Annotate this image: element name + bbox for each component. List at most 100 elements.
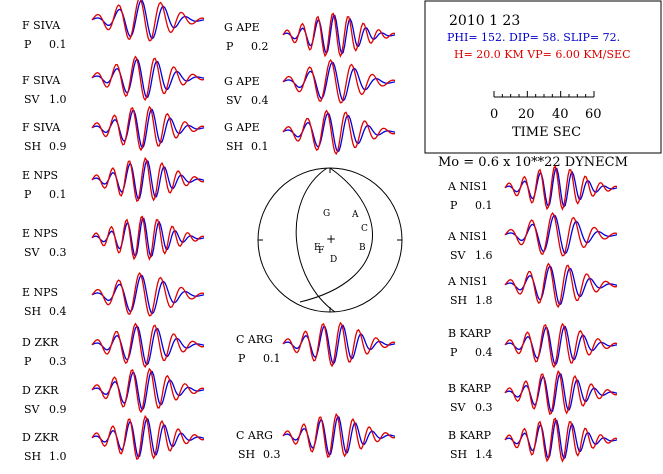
amplitude-label: 0.4 xyxy=(251,94,269,107)
station-panel-d-zkr-sh: D ZKR SH 1.0 xyxy=(22,414,205,463)
station-name: G APE xyxy=(224,21,260,34)
synthetic-waveform xyxy=(282,109,396,156)
observed-waveform xyxy=(504,167,618,209)
scale-tick-0: 0 xyxy=(490,107,498,122)
station-name: C ARG xyxy=(236,429,273,442)
nodal-plane-2 xyxy=(299,167,373,303)
scale-tick-60: 60 xyxy=(585,107,602,122)
observed-waveform xyxy=(504,372,618,414)
station-name: E NPS xyxy=(22,286,58,299)
amplitude-label: 0.1 xyxy=(49,188,67,201)
amplitude-label: 0.3 xyxy=(49,246,67,259)
amplitude-label: 1.8 xyxy=(475,294,493,307)
station-name: A NIS1 xyxy=(447,275,488,288)
station-panel-c-arg-p: C ARG P 0.1 xyxy=(236,321,396,368)
bb-station-g: G xyxy=(323,209,330,219)
component-label: SV xyxy=(450,249,467,262)
component-label: SV xyxy=(24,403,41,416)
station-name: D ZKR xyxy=(22,431,59,444)
observed-waveform xyxy=(504,419,618,461)
station-panel-e-nps-sh: E NPS SH 0.4 xyxy=(22,272,205,318)
component-label: SH xyxy=(226,140,243,153)
synthetic-waveform xyxy=(91,367,205,414)
station-name: A NIS1 xyxy=(447,230,488,243)
header-box xyxy=(424,0,662,154)
synthetic-waveform xyxy=(282,412,396,459)
station-panel-c-arg-sh: C ARG SH 0.3 xyxy=(236,412,396,461)
synthetic-waveform xyxy=(282,12,396,58)
station-name: E NPS xyxy=(22,227,58,240)
synthetic-waveform xyxy=(91,105,205,152)
component-label: SH xyxy=(24,450,41,463)
component-label: P xyxy=(24,355,32,368)
synthetic-waveform xyxy=(91,272,205,317)
station-panel-b-karp-sh: B KARP SH 1.4 xyxy=(448,417,618,463)
station-name: G APE xyxy=(224,121,260,134)
observed-waveform xyxy=(91,217,205,259)
station-panel-a-nis1-sh: A NIS1 SH 1.8 xyxy=(447,262,618,309)
amplitude-label: 1.0 xyxy=(49,450,67,463)
component-label: SV xyxy=(24,93,41,106)
station-panel-d-zkr-sv: D ZKR SV 0.9 xyxy=(22,367,205,416)
amplitude-label: 1.0 xyxy=(49,93,67,106)
station-name: E NPS xyxy=(22,169,58,182)
component-label: SH xyxy=(450,294,467,307)
scale-tick-40: 40 xyxy=(552,107,569,122)
station-name: B KARP xyxy=(448,327,492,340)
synthetic-waveform xyxy=(91,414,205,461)
synthetic-waveform xyxy=(282,59,396,104)
component-label: SH xyxy=(450,448,467,461)
station-name: C ARG xyxy=(236,333,273,346)
amplitude-label: 0.1 xyxy=(263,352,281,365)
station-name: F SIVA xyxy=(22,74,61,87)
station-panel-g-ape-sv: G APE SV 0.4 xyxy=(224,59,396,107)
synthetic-waveform xyxy=(91,215,205,261)
amplitude-label: 1.6 xyxy=(475,249,493,262)
station-name: F SIVA xyxy=(22,121,61,134)
time-scale-bar: 0 20 40 60 TIME SEC xyxy=(490,91,602,140)
observed-waveform xyxy=(504,325,618,367)
component-label: P xyxy=(24,38,32,51)
amplitude-label: 0.1 xyxy=(475,199,493,212)
depth-velocity: H= 20.0 KM VP= 6.00 KM/SEC xyxy=(454,48,631,61)
bb-station-f: F xyxy=(318,246,324,256)
component-label: SH xyxy=(24,305,41,318)
amplitude-label: 0.3 xyxy=(49,355,67,368)
bb-station-a: A xyxy=(351,210,359,220)
station-panel-g-ape-p: G APE P 0.2 xyxy=(224,12,396,58)
synthetic-waveform xyxy=(504,262,618,309)
component-label: SV xyxy=(226,94,243,107)
bb-station-c: C xyxy=(361,224,368,234)
amplitude-label: 0.3 xyxy=(475,401,493,414)
synthetic-waveform xyxy=(504,212,618,257)
amplitude-label: 0.1 xyxy=(251,140,269,153)
observed-waveform xyxy=(91,370,205,412)
seismic-moment: Mo = 0.6 x 10**22 DYNECM xyxy=(438,155,628,170)
synthetic-waveform xyxy=(91,156,205,203)
bb-station-b: B xyxy=(359,243,366,253)
bb-station-e: E xyxy=(314,243,321,253)
station-name: A NIS1 xyxy=(447,180,488,193)
component-label: P xyxy=(450,346,458,359)
observed-waveform xyxy=(282,415,396,457)
component-label: SV xyxy=(450,401,467,414)
station-panel-f-siva-p: F SIVA P 0.1 xyxy=(22,0,205,51)
station-panel-g-ape-sh: G APE SH 0.1 xyxy=(224,109,396,156)
synthetic-waveform xyxy=(504,417,618,463)
synthetic-waveform xyxy=(91,0,205,42)
amplitude-label: 0.1 xyxy=(49,38,67,51)
synthetic-waveform xyxy=(282,321,396,368)
bb-station-d: D xyxy=(330,255,337,265)
nodal-plane-1 xyxy=(295,167,336,313)
waveform-panels: F SIVA P 0.1 F SIVA SV 1.0 F SIVA SH 0.9 E NPS P 0.… xyxy=(22,0,618,463)
station-panel-b-karp-sv: B KARP SV 0.3 xyxy=(448,369,618,416)
station-name: D ZKR xyxy=(22,336,59,349)
synthetic-waveform xyxy=(91,322,205,369)
beachball: + G A C B E F D xyxy=(257,167,403,313)
synthetic-waveform xyxy=(504,165,618,211)
station-panel-e-nps-sv: E NPS SV 0.3 xyxy=(22,215,205,261)
amplitude-label: 0.9 xyxy=(49,403,67,416)
component-label: SH xyxy=(238,448,255,461)
station-name: F SIVA xyxy=(22,19,61,32)
